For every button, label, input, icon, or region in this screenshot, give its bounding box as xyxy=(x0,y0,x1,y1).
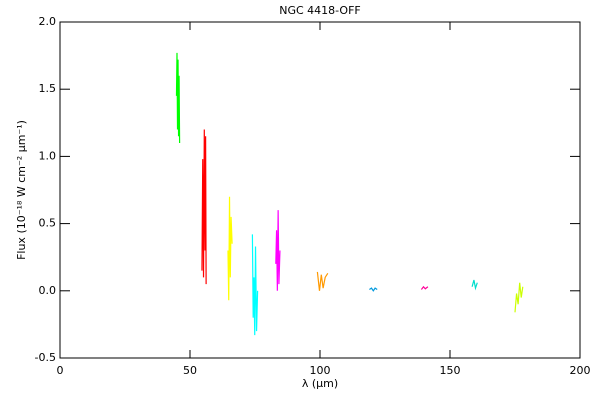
x-tick-label: 150 xyxy=(440,364,461,377)
spectrum-line xyxy=(175,52,181,143)
spectrum-line xyxy=(471,279,478,291)
y-tick-label: 2.0 xyxy=(39,15,57,28)
spectrum-line xyxy=(420,285,429,290)
spectrum-line xyxy=(201,129,207,285)
spectrum-line xyxy=(275,210,281,291)
y-tick-label: 1.5 xyxy=(39,82,57,95)
x-tick-label: 0 xyxy=(57,364,64,377)
spectrum-line xyxy=(514,282,524,313)
spectrum-line xyxy=(316,271,329,291)
y-tick-label: 0.0 xyxy=(39,284,57,297)
x-axis-label: λ (μm) xyxy=(302,377,338,390)
y-tick-label: 0.5 xyxy=(39,217,57,230)
x-tick-label: 50 xyxy=(183,364,197,377)
chart-title: NGC 4418-OFF xyxy=(279,4,361,17)
y-tick-label: -0.5 xyxy=(35,351,56,364)
spectrum-line xyxy=(251,234,259,336)
plot-frame xyxy=(59,21,581,359)
y-tick-label: 1.0 xyxy=(39,149,57,162)
y-axis-label: Flux (10⁻¹⁸ W cm⁻² μm⁻¹) xyxy=(15,120,28,260)
spectrum-line xyxy=(227,196,233,301)
spectrum-line xyxy=(369,287,378,292)
x-tick-label: 200 xyxy=(570,364,591,377)
x-tick-label: 100 xyxy=(310,364,331,377)
